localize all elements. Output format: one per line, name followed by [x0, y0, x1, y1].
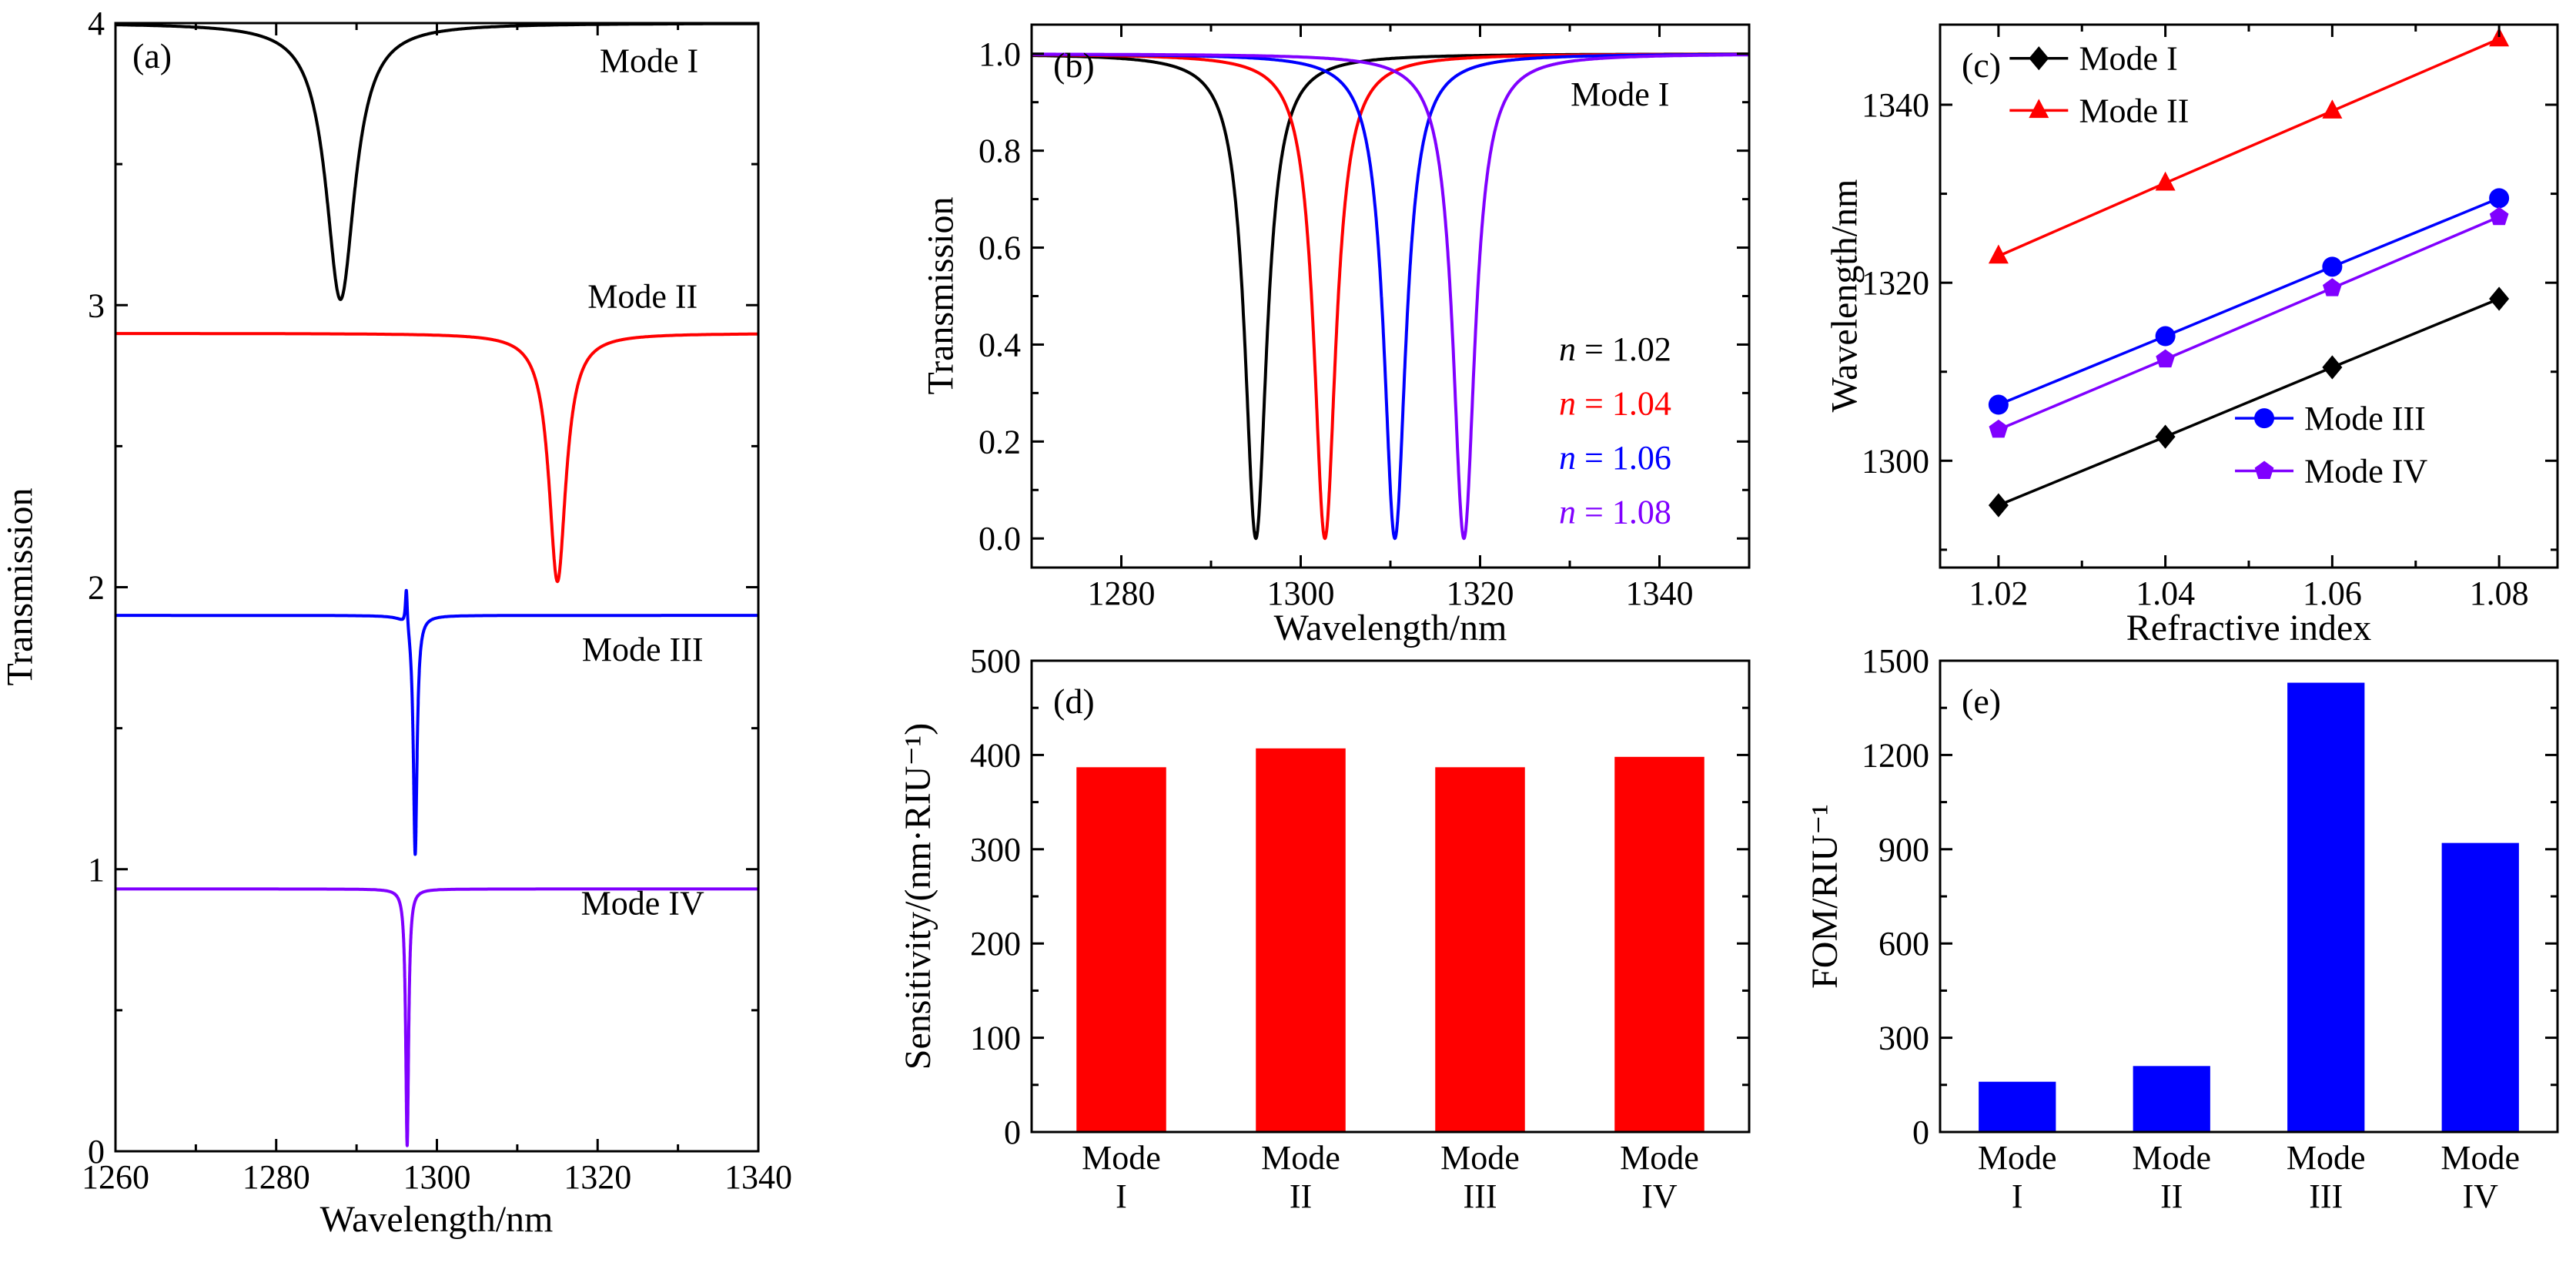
- svg-text:Mode: Mode: [1082, 1139, 1161, 1177]
- svg-text:Mode I: Mode I: [2079, 40, 2177, 78]
- svg-text:1200: 1200: [1862, 736, 1929, 774]
- panel-d-label: (d): [1053, 682, 1095, 721]
- svg-text:1260: 1260: [82, 1158, 149, 1196]
- svg-text:1340: 1340: [1862, 86, 1929, 124]
- svg-text:IV: IV: [2463, 1177, 2499, 1215]
- svg-text:Mode: Mode: [1440, 1139, 1520, 1177]
- svg-text:0.4: 0.4: [979, 326, 1021, 363]
- svg-text:n = 1.08: n = 1.08: [1559, 493, 1671, 531]
- svg-text:600: 600: [1878, 925, 1929, 963]
- panel-a-xlabel: Wavelength/nm: [319, 1199, 554, 1240]
- svg-text:Mode II: Mode II: [2079, 92, 2189, 129]
- svg-text:Mode: Mode: [1620, 1139, 1699, 1177]
- svg-text:Mode I: Mode I: [1571, 75, 1669, 113]
- panel-c-label: (c): [1962, 45, 2002, 85]
- svg-text:1.0: 1.0: [979, 35, 1021, 73]
- svg-text:0: 0: [1912, 1114, 1929, 1151]
- svg-text:1340: 1340: [724, 1158, 792, 1196]
- svg-text:2: 2: [88, 569, 105, 607]
- panel-d-ylabel: Sensitivity/(nm·RIU⁻¹): [898, 722, 938, 1070]
- svg-text:Mode II: Mode II: [587, 278, 698, 316]
- chart-a: 1260 1280 1300 1320 1340 0 1 2 3 4 Mode I Mode II Mo…: [82, 5, 792, 1196]
- svg-text:Mode: Mode: [1261, 1139, 1340, 1177]
- svg-text:Mode III: Mode III: [582, 631, 704, 668]
- chart-b: 1280 1300 1320 1340 0.0 0.2 0.4 0.6 0.8 1.0 Mode I…: [979, 23, 1751, 612]
- svg-text:1300: 1300: [1267, 574, 1335, 612]
- chart-c: 1.02 1.04 1.06 1.08 1300 1320 1340 Mode I Mode I…: [1862, 23, 2559, 612]
- svg-text:I: I: [1116, 1177, 1127, 1215]
- svg-text:1.08: 1.08: [2470, 574, 2529, 612]
- panel-c-xlabel: Refractive index: [2126, 608, 2372, 648]
- svg-text:1.02: 1.02: [1969, 574, 2028, 612]
- svg-text:n = 1.02: n = 1.02: [1559, 330, 1671, 368]
- svg-text:500: 500: [970, 642, 1021, 680]
- svg-text:Mode: Mode: [2132, 1139, 2211, 1177]
- svg-text:400: 400: [970, 736, 1021, 774]
- svg-text:I: I: [2012, 1177, 2023, 1215]
- svg-text:1320: 1320: [1447, 574, 1514, 612]
- svg-text:1.04: 1.04: [2136, 574, 2195, 612]
- svg-text:Mode I: Mode I: [600, 42, 698, 79]
- svg-text:0.2: 0.2: [979, 423, 1021, 461]
- svg-text:0: 0: [88, 1133, 105, 1171]
- svg-text:300: 300: [970, 831, 1021, 869]
- svg-text:1280: 1280: [243, 1158, 310, 1196]
- panel-a-label: (a): [132, 36, 172, 75]
- svg-text:0: 0: [1004, 1114, 1021, 1151]
- svg-text:Mode IV: Mode IV: [581, 885, 704, 923]
- svg-text:1320: 1320: [1862, 264, 1929, 302]
- svg-text:1500: 1500: [1862, 642, 1929, 680]
- svg-text:Mode IV: Mode IV: [2304, 453, 2427, 491]
- svg-text:0.0: 0.0: [979, 520, 1021, 558]
- panel-a-ylabel: Transmission: [0, 487, 41, 686]
- svg-text:II: II: [1290, 1177, 1312, 1215]
- svg-text:n = 1.06: n = 1.06: [1559, 439, 1671, 477]
- svg-text:1320: 1320: [564, 1158, 631, 1196]
- panel-e-ylabel: FOM/RIU⁻¹: [1805, 804, 1845, 989]
- svg-text:Mode III: Mode III: [2304, 400, 2426, 437]
- panel-c-ylabel: Wavelength/nm: [1824, 179, 1865, 413]
- svg-text:4: 4: [88, 5, 105, 42]
- panel-b-xlabel: Wavelength/nm: [1273, 608, 1507, 648]
- svg-text:Mode: Mode: [1978, 1139, 2057, 1177]
- svg-text:0.8: 0.8: [979, 132, 1021, 170]
- svg-text:II: II: [2160, 1177, 2183, 1215]
- svg-text:III: III: [2309, 1177, 2343, 1215]
- svg-text:1280: 1280: [1088, 574, 1156, 612]
- svg-text:1300: 1300: [1862, 442, 1929, 480]
- svg-text:300: 300: [1878, 1020, 1929, 1057]
- svg-text:n = 1.04: n = 1.04: [1559, 384, 1671, 422]
- svg-text:100: 100: [970, 1020, 1021, 1057]
- panel-b-label: (b): [1053, 45, 1095, 85]
- svg-text:Mode: Mode: [2287, 1139, 2366, 1177]
- svg-text:3: 3: [88, 286, 105, 324]
- svg-text:900: 900: [1878, 831, 1929, 869]
- chart-e: ModeIModeIIModeIIIModeIV0300600900120015…: [1862, 642, 2559, 1215]
- panel-b-ylabel: Transmission: [920, 196, 962, 395]
- svg-text:Mode: Mode: [2441, 1139, 2520, 1177]
- svg-text:1: 1: [88, 851, 105, 889]
- svg-text:0.6: 0.6: [979, 229, 1021, 267]
- svg-text:200: 200: [970, 925, 1021, 963]
- svg-text:1300: 1300: [403, 1158, 471, 1196]
- panel-e-label: (e): [1962, 682, 2002, 721]
- svg-text:1.06: 1.06: [2303, 574, 2362, 612]
- svg-text:III: III: [1464, 1177, 1497, 1215]
- svg-text:1340: 1340: [1626, 574, 1694, 612]
- svg-text:IV: IV: [1641, 1177, 1678, 1215]
